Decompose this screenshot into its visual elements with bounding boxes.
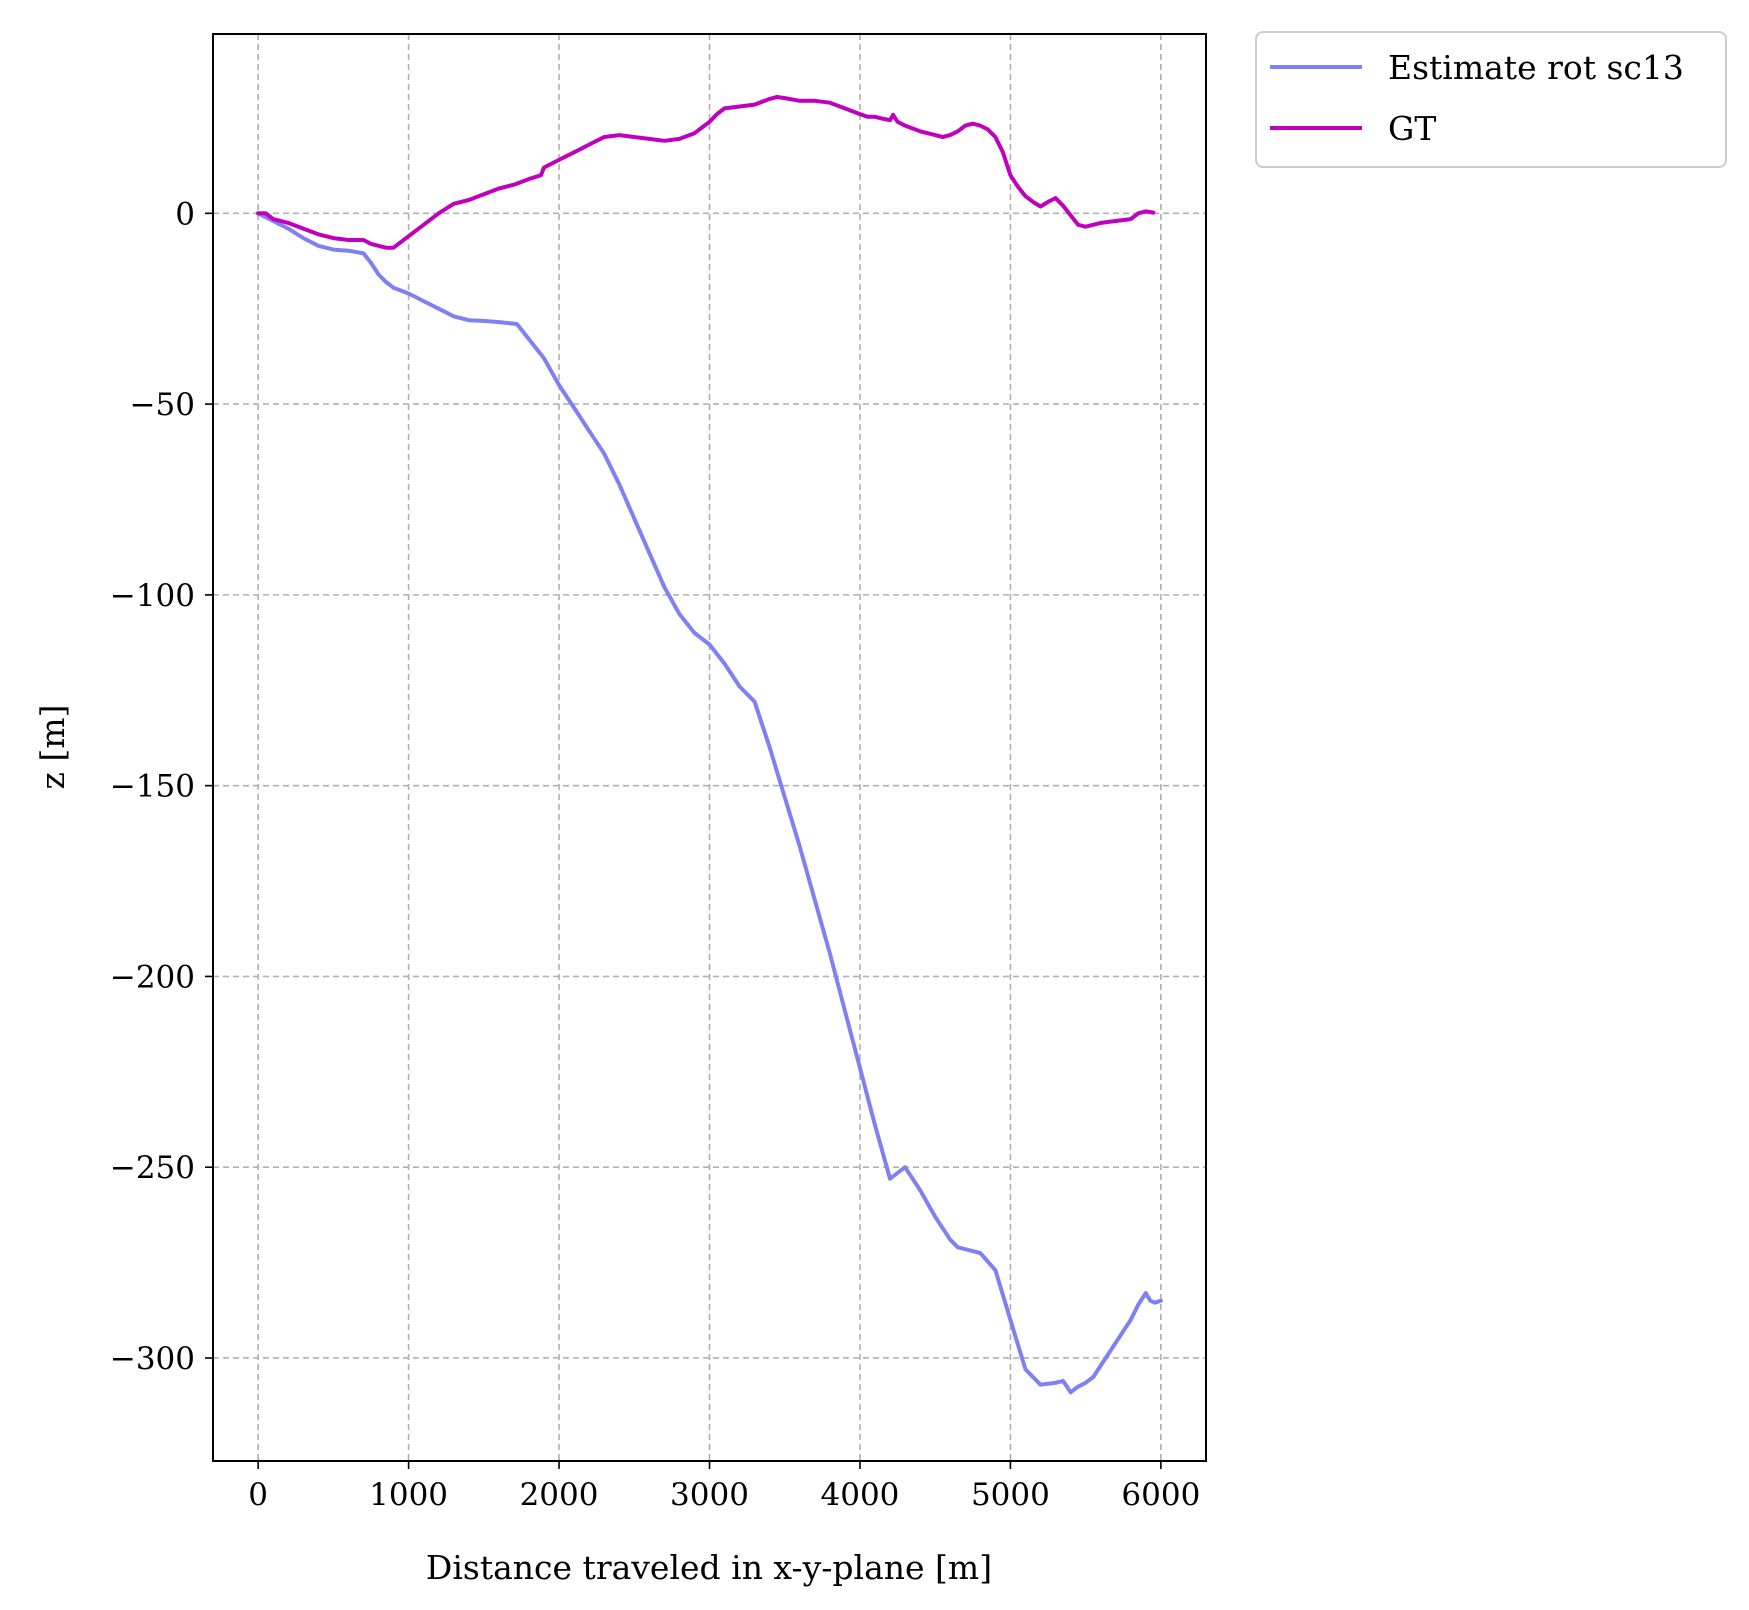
x-tick-label: 3000 bbox=[670, 1477, 749, 1513]
y-axis-label: z [m] bbox=[33, 705, 72, 790]
x-tick-label: 5000 bbox=[971, 1477, 1050, 1513]
y-tick-label: −50 bbox=[130, 387, 195, 423]
x-tick-label: 1000 bbox=[369, 1477, 448, 1513]
series-line-estimate bbox=[256, 211, 1163, 1395]
x-tick-label: 4000 bbox=[821, 1477, 900, 1513]
y-tick-label: −150 bbox=[110, 769, 195, 805]
series-lines bbox=[256, 95, 1163, 1395]
series-line-gt bbox=[256, 95, 1156, 250]
y-tick-label: −300 bbox=[110, 1341, 195, 1377]
y-tick-label: 0 bbox=[175, 196, 195, 232]
x-axis-label: Distance traveled in x-y-plane [m] bbox=[426, 1548, 992, 1587]
legend-label-gt: GT bbox=[1388, 109, 1436, 148]
legend: Estimate rot sc13 GT bbox=[1255, 31, 1727, 168]
y-tick-label: −200 bbox=[110, 959, 195, 995]
legend-label-estimate: Estimate rot sc13 bbox=[1388, 48, 1684, 87]
x-tick-label: 0 bbox=[248, 1477, 268, 1513]
y-tick-label: −100 bbox=[110, 578, 195, 614]
axis-ticks: 0 1000 2000 3000 4000 5000 6000 0 −50 −100 −150 −20… bbox=[110, 196, 1200, 1513]
x-tick-label: 6000 bbox=[1121, 1477, 1200, 1513]
legend-box bbox=[1255, 31, 1727, 168]
x-tick-label: 2000 bbox=[520, 1477, 599, 1513]
grid bbox=[213, 34, 1206, 1461]
y-tick-label: −250 bbox=[110, 1150, 195, 1186]
